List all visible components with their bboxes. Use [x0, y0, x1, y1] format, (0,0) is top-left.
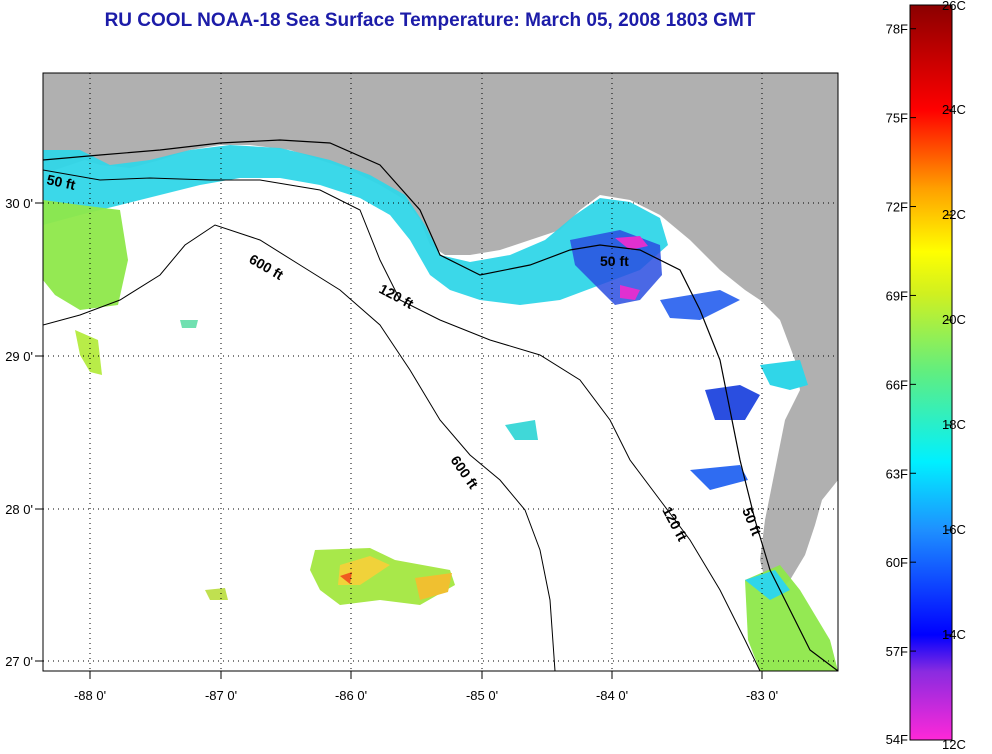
- map-frame: [42, 72, 839, 672]
- contour-line-600ft: [43, 224, 556, 671]
- colorbar-fahrenheit-label: 66F: [886, 377, 908, 392]
- colorbar-celsius-label: 12C: [942, 737, 966, 752]
- contour-line-120ft: [43, 169, 761, 671]
- land-mobile-bay: [43, 73, 100, 150]
- sst-map: 50 ft 600 ft 120 ft 50 ft 600 ft 120 ft …: [5, 72, 839, 703]
- colorbar-celsius-label: 24C: [942, 102, 966, 117]
- sst-green-west-2: [75, 330, 102, 375]
- axis-ticks: [35, 202, 763, 679]
- colorbar-fahrenheit-label: 57F: [886, 644, 908, 659]
- sst-blue-patch-2: [660, 290, 740, 320]
- lat-tick-label: 27 0': [5, 654, 33, 669]
- sst-warm-offshore-2: [415, 573, 452, 600]
- colorbar-fahrenheit-label: 54F: [886, 732, 908, 747]
- contour-label-50ft-bigbend: 50 ft: [600, 253, 629, 269]
- sst-blue-bigbend: [570, 230, 662, 305]
- lon-tick-label: -83 0': [746, 688, 778, 703]
- colorbar-fahrenheit-labels: 78F 75F 72F 69F 66F 63F 60F 57F 54F: [886, 22, 908, 747]
- lat-tick-label: 28 0': [5, 502, 33, 517]
- lat-tick-label: 29 0': [5, 349, 33, 364]
- sst-cyan-patch-5: [760, 360, 808, 390]
- colorbar-fahrenheit-label: 69F: [886, 288, 908, 303]
- colorbar-fahrenheit-label: 63F: [886, 466, 908, 481]
- lon-tick-label: -88 0': [74, 688, 106, 703]
- colorbar-fahrenheit-label: 60F: [886, 555, 908, 570]
- sst-small-cyan-1: [505, 420, 538, 440]
- sst-cyan-southeast: [745, 570, 790, 600]
- colorbar-ticks: [910, 4, 952, 741]
- colorbar-celsius-labels: 26C 24C 22C 20C 18C 16C 14C 12C: [942, 0, 966, 752]
- contour-label-50ft-west: 50 ft: [45, 171, 77, 193]
- sst-hot-spot: [340, 572, 352, 584]
- colorbar: 26C 24C 22C 20C 18C 16C 14C 12C 78F 75F 72F 69F 66F…: [886, 0, 966, 752]
- lon-tick-label: -86 0': [335, 688, 367, 703]
- colorbar-celsius-label: 16C: [942, 522, 966, 537]
- sst-small-cyan-2: [180, 320, 198, 328]
- colorbar-celsius-label: 26C: [942, 0, 966, 13]
- colorbar-celsius-label: 20C: [942, 312, 966, 327]
- sst-magenta-1: [615, 236, 648, 250]
- sst-small-green-1: [205, 588, 228, 600]
- lon-tick-label: -84 0': [596, 688, 628, 703]
- colorbar-celsius-label: 14C: [942, 627, 966, 642]
- lat-tick-label: 30 0': [5, 196, 33, 211]
- colorbar-fahrenheit-label: 78F: [886, 22, 908, 37]
- chart-title: RU COOL NOAA-18 Sea Surface Temperature:…: [104, 10, 756, 31]
- lon-tick-label: -85 0': [466, 688, 498, 703]
- sst-green-west: [43, 200, 128, 310]
- colorbar-gradient: [909, 4, 953, 741]
- colorbar-celsius-label: 22C: [942, 207, 966, 222]
- sst-cool-band: [43, 145, 668, 305]
- sst-magenta-2: [620, 285, 640, 300]
- colorbar-celsius-label: 18C: [942, 417, 966, 432]
- lon-tick-label: -87 0': [205, 688, 237, 703]
- sst-blue-patch-3: [705, 385, 760, 420]
- colorbar-fahrenheit-label: 72F: [886, 200, 908, 215]
- contour-line-50ft: [43, 139, 838, 671]
- land-florida-panhandle: [43, 73, 838, 600]
- colorbar-fahrenheit-label: 75F: [886, 111, 908, 126]
- sst-blue-patch-4: [690, 465, 748, 490]
